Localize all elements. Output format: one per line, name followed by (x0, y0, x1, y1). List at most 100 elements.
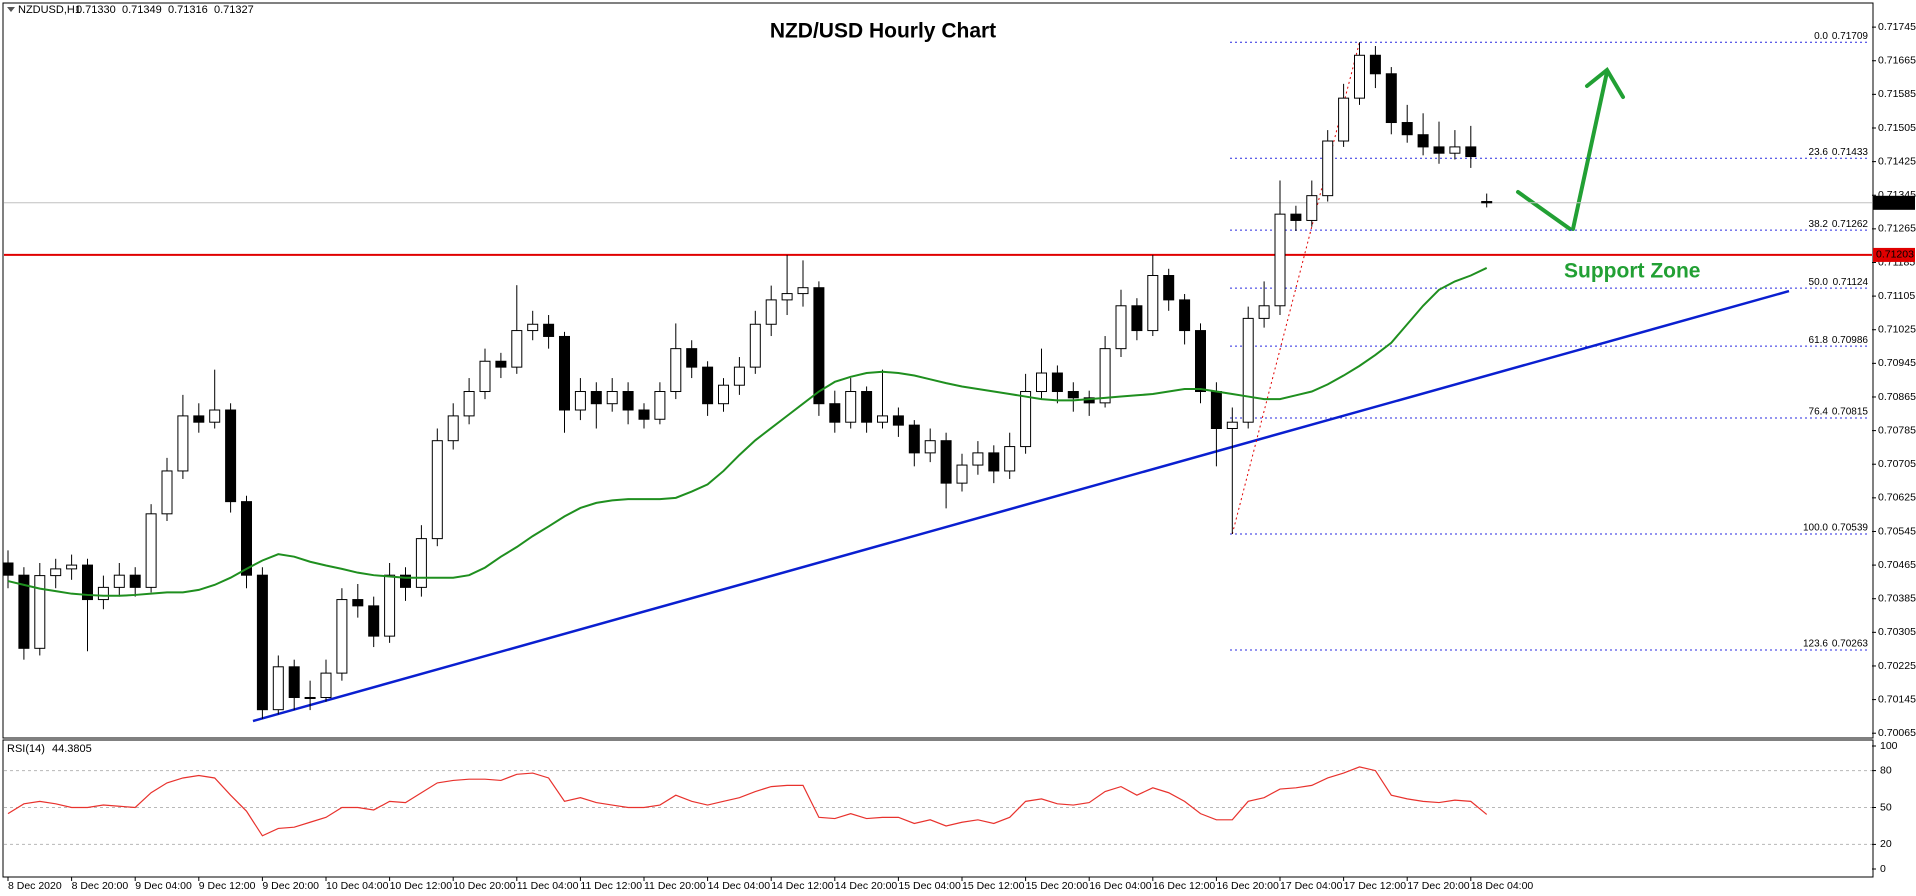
x-tick-label: 15 Dec 12:00 (962, 880, 1025, 892)
candle-body (1226, 421, 1238, 430)
fib-price-label: 0.70986 (1832, 335, 1869, 346)
fib-price-label: 0.70263 (1832, 639, 1869, 650)
x-tick-label: 10 Dec 12:00 (390, 880, 453, 892)
candle-body (813, 287, 825, 405)
candle-body (749, 323, 761, 368)
candle-body (97, 586, 109, 601)
candle-body (415, 538, 427, 588)
projection-arrows (1516, 67, 1625, 231)
candle-body (1417, 134, 1429, 148)
fib-price-label: 0.71433 (1832, 147, 1869, 158)
candle-body (320, 672, 332, 698)
y-tick-label: 0.71505 (1878, 122, 1916, 134)
candle-body (431, 440, 443, 540)
y-tick-label: 0.71585 (1878, 88, 1916, 100)
candle-body (892, 415, 904, 426)
resistance-price-label: 0.71203 (1876, 249, 1914, 261)
candle-body (861, 391, 873, 423)
candle-body (113, 574, 125, 588)
candle-body (988, 452, 1000, 472)
candle-body (590, 391, 602, 405)
candle-body (288, 666, 300, 698)
y-tick-label: 0.70865 (1878, 391, 1916, 403)
candle-body (304, 696, 316, 699)
current-price-label: 0.71327 (1876, 197, 1914, 209)
candle-body (718, 384, 729, 405)
x-tick-label: 15 Dec 04:00 (898, 880, 961, 892)
fib-price-label: 0.71262 (1832, 219, 1869, 230)
candle-body (924, 440, 936, 454)
rsi-line (7, 766, 1488, 837)
x-tick-label: 17 Dec 12:00 (1344, 880, 1407, 892)
candle-body (1020, 391, 1032, 448)
candle-body (574, 391, 586, 411)
y-tick-label: 0.71425 (1878, 155, 1916, 167)
rsi-value: 44.3805 (52, 743, 92, 755)
candle-body (686, 348, 698, 368)
candle-body (559, 335, 570, 411)
candle-body (82, 564, 93, 601)
candle-body (527, 323, 539, 332)
candle-body (702, 366, 714, 405)
x-tick-label: 14 Dec 12:00 (771, 880, 834, 892)
candle-body (256, 574, 268, 711)
chart-title: NZD/USD Hourly Chart (770, 20, 996, 43)
y-tick-label: 0.70625 (1878, 492, 1916, 504)
rsi-panel-frame (2, 739, 1874, 878)
candle-body (161, 470, 173, 515)
candle-body (1369, 54, 1381, 75)
pullback-arrow (1516, 190, 1572, 231)
header-close: 0.71327 (214, 4, 254, 16)
candle-body (1338, 97, 1350, 142)
candle-body (1354, 54, 1365, 99)
candle-body (1210, 391, 1222, 430)
fib-level-label: 61.8 (1809, 335, 1829, 346)
fib-level-label: 123.6 (1803, 639, 1828, 650)
candle-body (336, 599, 348, 674)
candle-body (384, 574, 396, 637)
y-tick-label: 0.70065 (1878, 727, 1916, 739)
candle-body (2, 562, 14, 576)
rsi-y-tick-label: 100 (1880, 740, 1898, 752)
candle-body (1258, 305, 1270, 319)
candle-body (1099, 348, 1111, 404)
rsi-name: RSI(14) (7, 743, 45, 755)
header-high: 0.71349 (122, 4, 162, 16)
x-tick-label: 14 Dec 20:00 (835, 880, 898, 892)
candle-body (1067, 391, 1079, 399)
candle-body (177, 415, 189, 472)
candle-body (638, 409, 650, 420)
y-tick-label: 0.70545 (1878, 525, 1916, 537)
x-tick-label: 11 Dec 12:00 (580, 880, 642, 892)
candle-body (1290, 213, 1302, 221)
x-tick-label: 11 Dec 20:00 (644, 880, 706, 892)
y-tick-label: 0.71025 (1878, 324, 1916, 336)
candle-body (1051, 372, 1063, 393)
header-symbol: NZDUSD,H1 (18, 4, 81, 16)
candle-body (400, 574, 411, 588)
fib-price-label: 0.70815 (1832, 407, 1869, 418)
x-tick-label: 17 Dec 20:00 (1407, 880, 1470, 892)
x-tick-label: 10 Dec 20:00 (453, 880, 516, 892)
candle-body (1131, 305, 1143, 332)
rsi-y-tick-label: 20 (1880, 838, 1892, 850)
x-tick-label: 16 Dec 04:00 (1089, 880, 1152, 892)
candle-body (129, 574, 141, 588)
candle-body (845, 391, 857, 423)
y-tick-label: 0.71745 (1878, 21, 1916, 33)
candle-body (829, 403, 841, 423)
x-tick-label: 8 Dec 20:00 (72, 880, 129, 892)
arrow-head (1585, 67, 1625, 99)
x-tick-label: 9 Dec 04:00 (135, 880, 192, 892)
candle-body (733, 366, 745, 386)
candle-body (781, 293, 793, 301)
candle-body (1147, 275, 1159, 332)
y-tick-label: 0.70465 (1878, 559, 1916, 571)
fib-level-label: 76.4 (1809, 407, 1829, 418)
candle-body (225, 409, 237, 503)
y-tick-label: 0.70705 (1878, 458, 1916, 470)
x-tick-label: 18 Dec 04:00 (1471, 880, 1534, 892)
candle-body (495, 360, 507, 368)
